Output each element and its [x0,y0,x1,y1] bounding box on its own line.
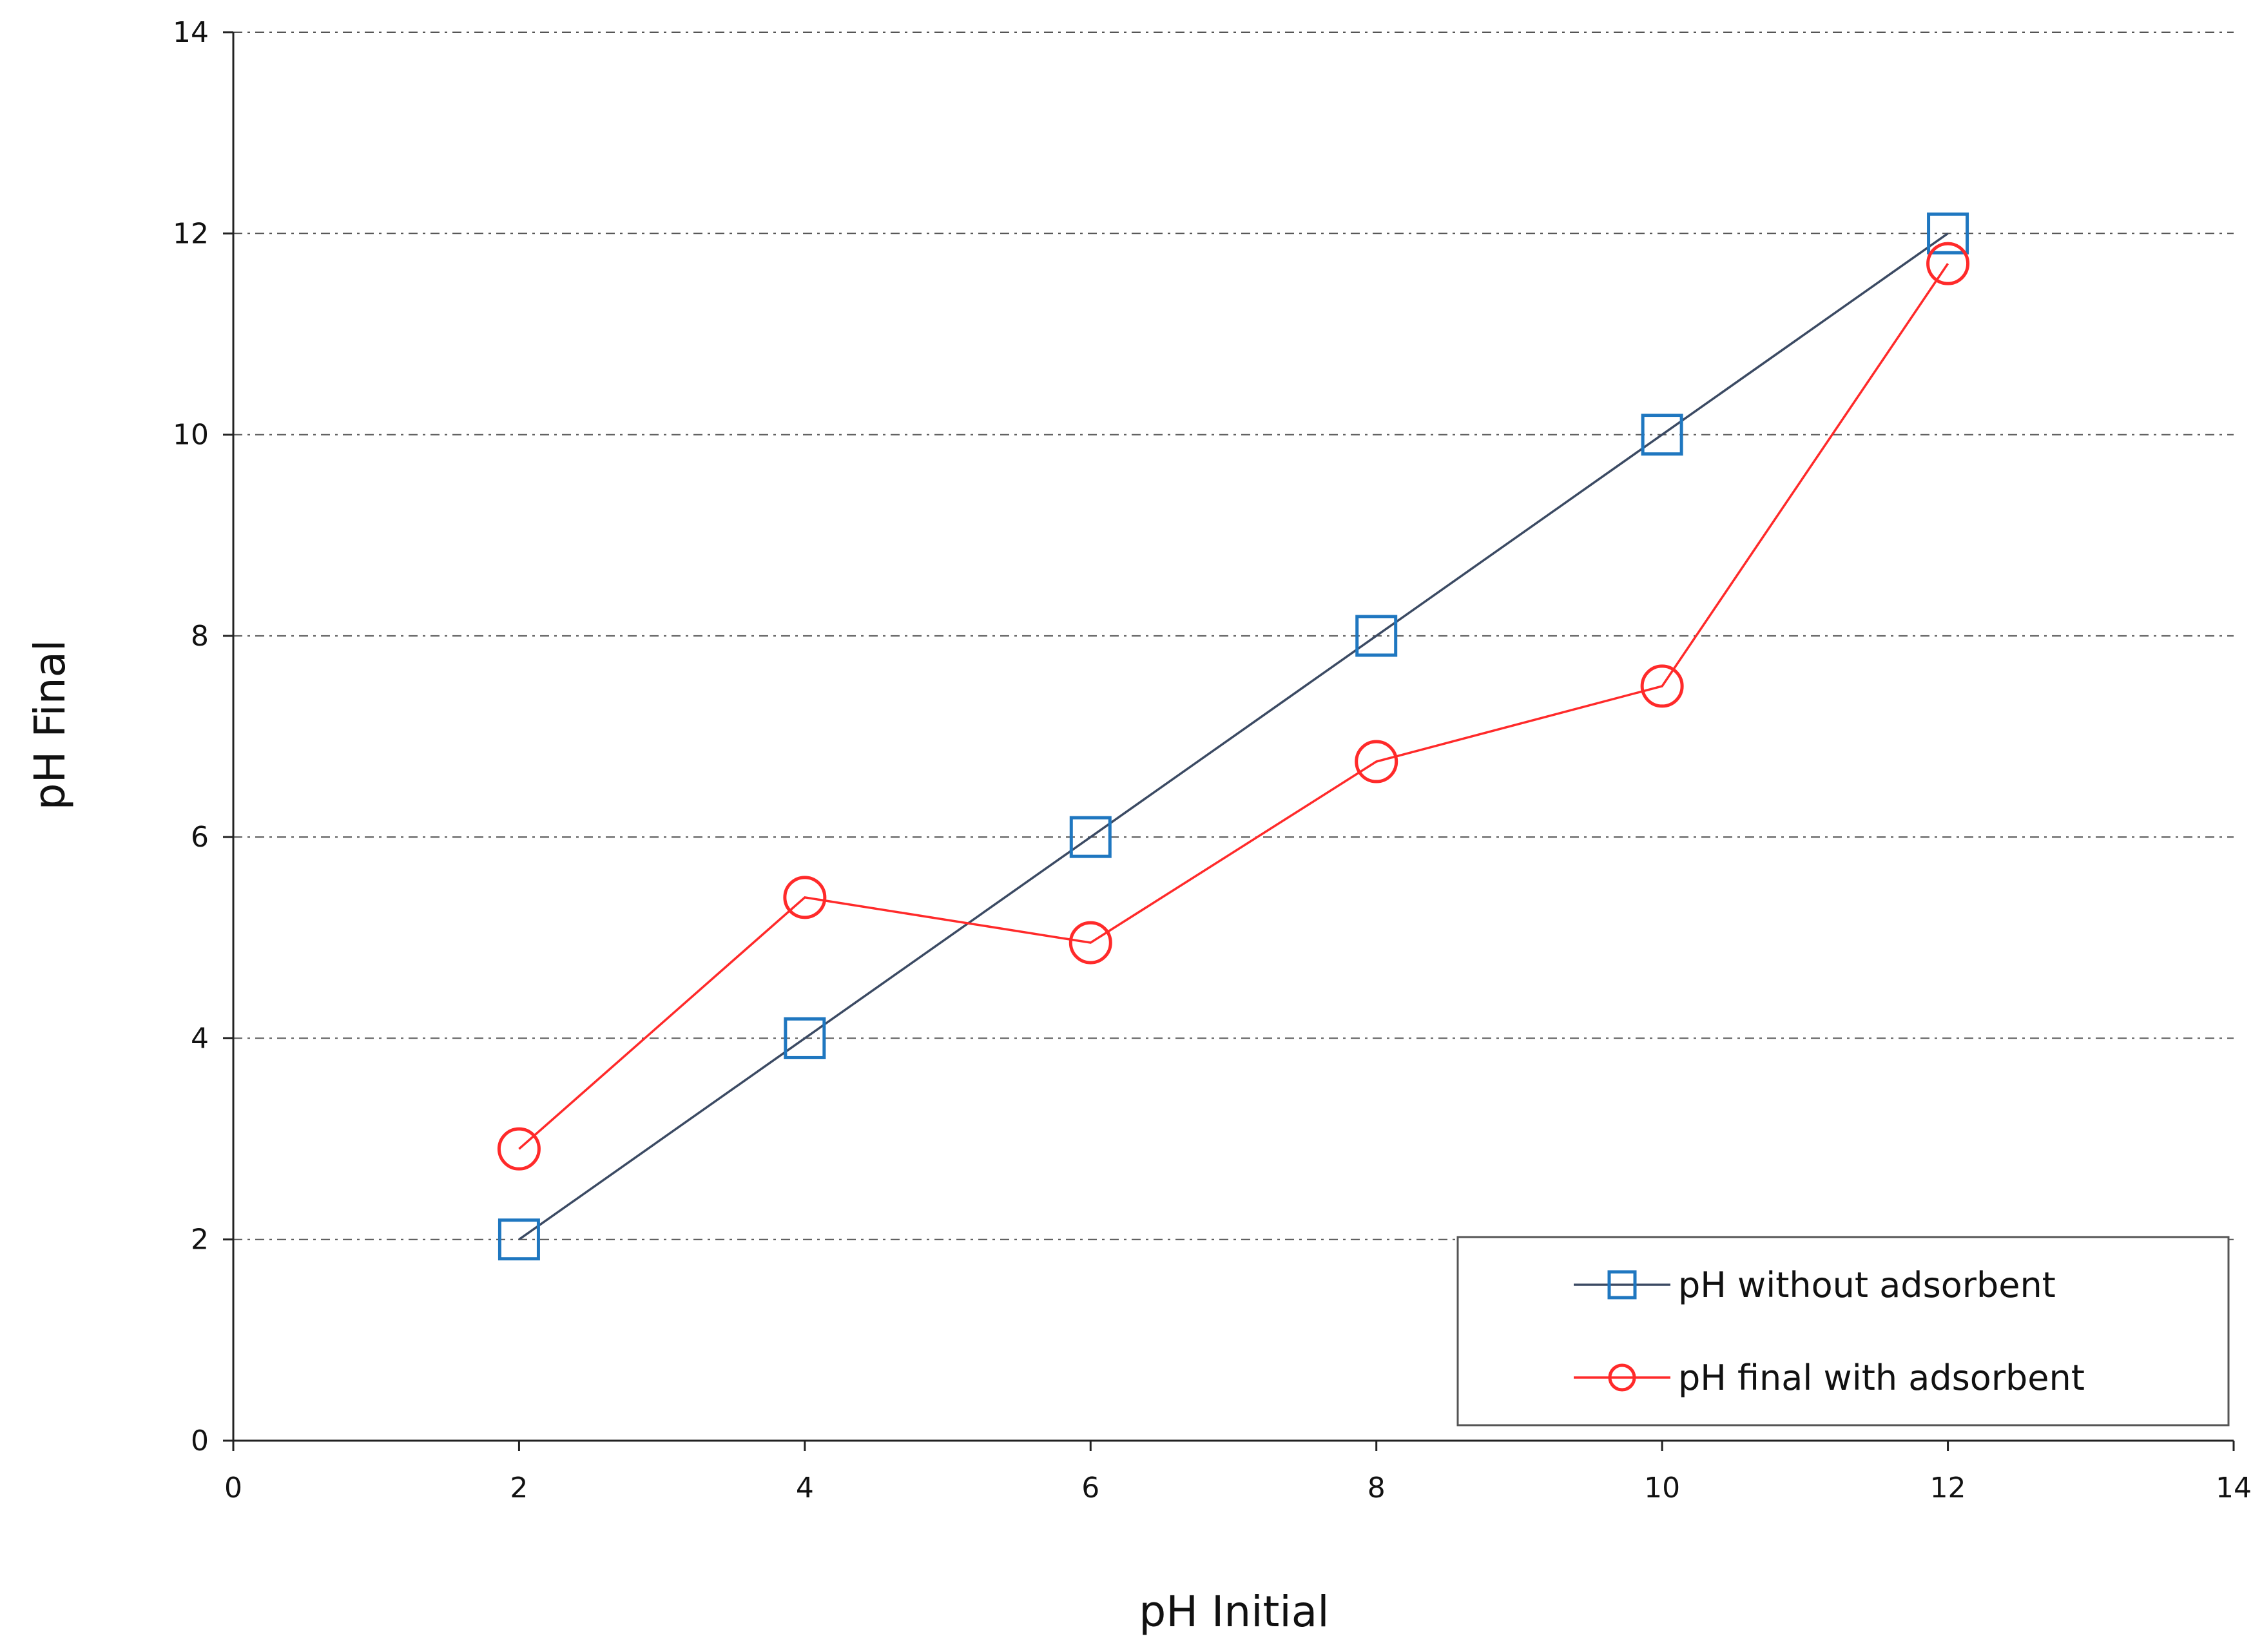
series-1-point-1 [498,1218,540,1261]
legend-entry-2: pH final with adsorbent [1574,1358,2085,1398]
y-tick-label-12: 12 [173,217,209,250]
series-1-point-2 [784,1017,826,1059]
legend-label-2: pH final with adsorbent [1678,1358,2085,1398]
y-tick-label-8: 8 [191,620,209,653]
y-tick-label-4: 4 [191,1022,209,1055]
x-tick-label-4: 4 [796,1472,814,1504]
series-1-point-6 [1927,212,1969,255]
y-tick-label-0: 0 [191,1425,209,1457]
series-2-point-4 [1355,740,1398,783]
x-tick-label-14: 14 [2216,1472,2252,1504]
series-1-point-3 [1069,816,1112,858]
legend-marker-2 [1608,1363,1636,1392]
x-axis-title: pH Initial [1139,1587,1329,1637]
y-axis-title: pH Final [25,640,75,811]
series-2-point-3 [1068,921,1112,965]
series-2-line [518,263,1949,1150]
series-2-point-6 [1926,242,1970,285]
legend: pH without adsorbent pH final with adsorb… [1456,1236,2230,1426]
series-1-line [518,232,1949,1241]
series-2-point-5 [1640,664,1684,708]
series-layer [497,212,1970,1261]
series-1-point-5 [1641,414,1683,456]
x-tick-label-8: 8 [1368,1472,1386,1504]
y-tick-label-10: 10 [173,419,209,452]
axes [223,31,2235,1451]
y-tick-label-6: 6 [191,821,209,854]
y-tick-label-14: 14 [173,16,209,49]
series-1 [498,212,1969,1261]
y-tick-label-2: 2 [191,1224,209,1256]
x-tick-label-2: 2 [510,1472,528,1504]
x-tick-label-0: 0 [224,1472,242,1504]
legend-box [1456,1236,2230,1426]
legend-marker-1 [1607,1270,1637,1300]
grid-lines [233,32,2234,1240]
legend-label-1: pH without adsorbent [1678,1265,2056,1305]
legend-entry-1: pH without adsorbent [1574,1265,2056,1305]
x-tick-label-10: 10 [1644,1472,1680,1504]
series-1-point-4 [1355,615,1398,657]
series-2 [497,242,1970,1171]
x-tick-label-12: 12 [1930,1472,1966,1504]
tick-labels: 0 2 4 6 8 10 12 14 0 2 4 6 8 10 12 14 [173,16,2252,1504]
series-2-point-2 [783,876,827,919]
series-2-point-1 [497,1127,541,1171]
x-tick-label-6: 6 [1081,1472,1099,1504]
